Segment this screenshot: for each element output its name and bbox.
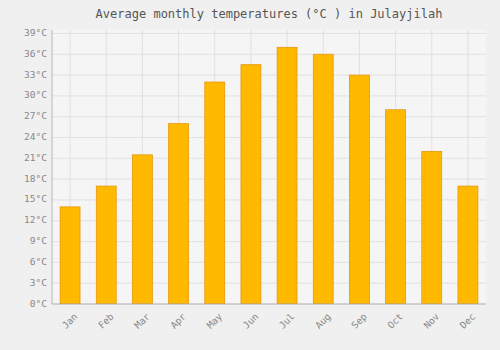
- grid: [52, 30, 486, 304]
- background: [0, 0, 500, 350]
- bar: [386, 110, 406, 304]
- x-tick-label: Feb: [96, 311, 116, 331]
- x-tick-label: May: [204, 311, 224, 331]
- y-grid-line: [52, 241, 486, 242]
- y-axis-line: [52, 30, 53, 304]
- title: Average monthly temperatures (°C ) in Ju…: [96, 7, 443, 21]
- y-grid-line: [52, 33, 486, 34]
- bar: [458, 186, 478, 304]
- y-tick-label: 30°C: [24, 89, 47, 100]
- bar: [241, 65, 261, 304]
- x-axis-line: [52, 304, 486, 305]
- x-tick-label: Jan: [60, 311, 80, 331]
- x-tick-label: Sep: [349, 311, 369, 331]
- x-tick-label: Jun: [241, 311, 261, 331]
- bar: [96, 186, 116, 304]
- y-grid-line: [52, 199, 486, 200]
- bar: [313, 54, 333, 304]
- y-tick-label: 6°C: [30, 256, 47, 267]
- y-grid-line: [52, 262, 486, 263]
- y-tick-label: 27°C: [24, 110, 47, 121]
- x-tick-label: Apr: [168, 311, 188, 331]
- y-grid-line: [52, 179, 486, 180]
- y-grid-line: [52, 220, 486, 221]
- y-tick-label: 39°C: [24, 27, 47, 38]
- y-tick-label: 33°C: [24, 69, 47, 80]
- x-tick-label: Jul: [277, 311, 297, 331]
- bar: [60, 207, 80, 304]
- x-tick-label: Aug: [313, 311, 333, 331]
- y-grid-line: [52, 304, 486, 305]
- y-grid-line: [52, 75, 486, 76]
- x-tick-label: Oct: [385, 311, 405, 331]
- y-tick-label: 21°C: [24, 152, 47, 163]
- bar: [205, 82, 225, 304]
- x-tick-label: Mar: [132, 311, 152, 331]
- y-grid-line: [52, 54, 486, 55]
- y-tick-label: 9°C: [30, 235, 47, 246]
- bar: [349, 75, 369, 304]
- plot-area: [52, 30, 486, 304]
- bar: [422, 151, 442, 304]
- y-grid-line: [52, 137, 486, 138]
- bar: [169, 124, 189, 304]
- x-tick-label: Dec: [458, 311, 478, 331]
- y-tick-label: 12°C: [24, 214, 47, 225]
- y-grid-line: [52, 158, 486, 159]
- bars: [60, 47, 478, 304]
- y-tick-label: 36°C: [24, 48, 47, 59]
- bar: [132, 155, 152, 304]
- y-tick-label: 24°C: [24, 131, 47, 142]
- bar: [277, 47, 297, 304]
- y-tick-label: 3°C: [30, 277, 47, 288]
- chart: 0°C 3°C 6°C 9°C 12°C 15°C 18°C 21°C 24°C 27°C 30°C…: [0, 0, 500, 350]
- y-tick-label: 0°C: [30, 298, 47, 309]
- y-tick-label: 18°C: [24, 173, 47, 184]
- x-tick-label: Nov: [421, 311, 441, 331]
- y-grid-line: [52, 116, 486, 117]
- y-grid-line: [52, 283, 486, 284]
- y-grid-line: [52, 95, 486, 96]
- y-tick-label: 15°C: [24, 193, 47, 204]
